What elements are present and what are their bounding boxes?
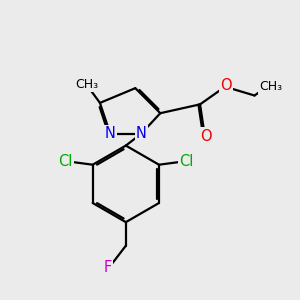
Text: Cl: Cl (58, 154, 73, 169)
Text: N: N (136, 126, 147, 141)
Text: CH₃: CH₃ (259, 80, 282, 93)
Text: F: F (103, 260, 112, 275)
Text: N: N (105, 126, 116, 141)
Text: Cl: Cl (179, 154, 194, 169)
Text: O: O (200, 129, 212, 144)
Text: O: O (220, 78, 232, 93)
Text: CH₃: CH₃ (76, 78, 99, 91)
